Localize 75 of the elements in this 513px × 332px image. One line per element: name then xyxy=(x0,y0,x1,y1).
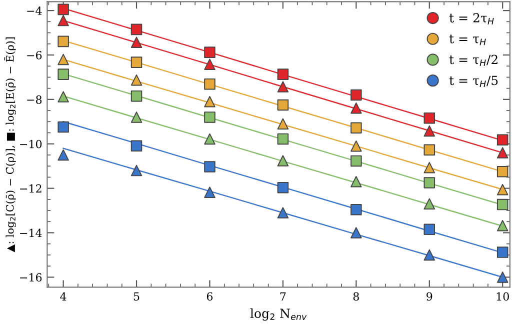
point xyxy=(424,112,436,124)
point xyxy=(277,155,289,166)
point xyxy=(277,133,289,145)
point xyxy=(58,68,69,80)
legend-label: t = τ$_{H}$/2 xyxy=(449,54,498,66)
point xyxy=(204,186,216,198)
x-tick-label: 10 xyxy=(496,292,509,301)
point xyxy=(424,125,436,137)
point xyxy=(350,122,362,134)
x-tick-label: 8 xyxy=(353,292,359,301)
point xyxy=(496,147,508,158)
point xyxy=(424,198,436,210)
point xyxy=(277,81,289,92)
point xyxy=(130,112,142,123)
point xyxy=(350,102,362,114)
point xyxy=(496,198,508,210)
point xyxy=(350,204,362,216)
x-tick-label: 9 xyxy=(426,292,432,301)
point xyxy=(277,207,289,218)
point xyxy=(130,164,142,176)
point xyxy=(204,46,216,58)
legend-label: t = 2τ$_{H}$ xyxy=(449,13,494,24)
point xyxy=(277,118,289,130)
point xyxy=(58,36,69,48)
point xyxy=(58,4,69,16)
point xyxy=(58,54,69,66)
point xyxy=(496,166,508,178)
y-tick-label: −8 xyxy=(27,95,42,104)
point xyxy=(277,99,289,111)
y-tick-label: −6 xyxy=(27,50,42,60)
point xyxy=(130,74,142,86)
point xyxy=(424,162,436,174)
point xyxy=(204,112,216,123)
point xyxy=(130,36,142,48)
point xyxy=(424,224,436,236)
point xyxy=(424,249,436,261)
point xyxy=(424,177,436,188)
point xyxy=(130,140,142,152)
point xyxy=(424,144,436,156)
x-tick-label: 5 xyxy=(134,292,140,301)
y-tick-label: −10 xyxy=(20,140,42,148)
x-tick-label: 6 xyxy=(206,292,213,301)
legend-label: t = τ$_{H}$/5 xyxy=(449,76,498,87)
y-axis-title: ▲: log$_{2}$[C(ρ̄) − C̄(ρ)], ■: log$_{2}$[E(ρ̄) − Ē(ρ)] xyxy=(4,37,16,252)
point xyxy=(58,14,69,26)
point xyxy=(204,58,216,70)
point xyxy=(130,24,142,36)
point xyxy=(277,182,289,194)
x-tick-label: 7 xyxy=(280,292,286,300)
point xyxy=(350,89,362,101)
point xyxy=(204,133,216,145)
point xyxy=(350,140,362,152)
point xyxy=(496,184,508,196)
x-axis-title: log$_{2}$ N$_{env}$ xyxy=(250,308,307,321)
point xyxy=(130,56,142,68)
point xyxy=(204,161,216,172)
point xyxy=(496,246,508,258)
point xyxy=(204,96,216,108)
point xyxy=(350,155,362,167)
y-tick-label: −12 xyxy=(20,184,42,193)
point xyxy=(350,176,362,188)
point xyxy=(130,90,142,102)
point xyxy=(58,121,69,133)
point xyxy=(496,220,508,232)
point xyxy=(204,78,216,90)
legend-label: t = τ$_{H}$ xyxy=(449,34,486,46)
y-tick-label: −14 xyxy=(20,228,42,237)
y-tick-label: −4 xyxy=(27,6,42,15)
x-tick-label: 4 xyxy=(60,292,66,300)
y-tick-label: −16 xyxy=(20,273,42,282)
point xyxy=(58,149,69,161)
point xyxy=(58,91,69,102)
point xyxy=(277,68,289,80)
point xyxy=(496,134,508,146)
point xyxy=(350,227,362,238)
